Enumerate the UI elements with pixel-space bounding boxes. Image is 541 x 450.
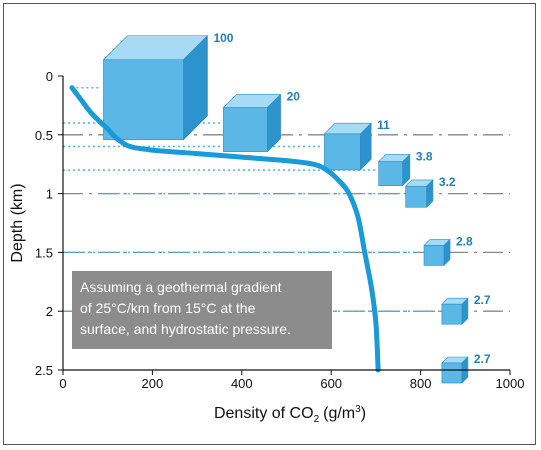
cube-label-0: 100 [213,31,233,45]
density-cube-4: 3.2 [404,175,456,208]
x-axis-title-main: Density of CO [214,405,314,422]
density-cube-7: 2.7 [441,352,491,384]
cube-label-2: 11 [377,118,390,132]
density-cube-0: 100 [102,31,234,141]
cube-front-1 [223,107,268,152]
cube-front-4 [405,185,427,208]
cube-layer: 100 20 11 3.8 3.2 2.8 2.7 2.7 [102,31,491,384]
density-cube-1: 20 [222,89,301,153]
cube-front-5 [423,245,445,266]
cube-label-6: 2.7 [474,293,491,307]
x-axis-title-close: ) [361,405,366,422]
x-axis-title: Density of CO2 (g/m3) [214,404,366,425]
y-tick-label-3: 1.5 [35,245,53,260]
x-tick-label-3: 600 [320,376,342,391]
density-cube-6: 2.7 [441,293,491,325]
annotation-line-3: surface, and hydrostatic pressure. [80,321,291,337]
cube-front-3 [378,161,403,186]
density-curve [69,85,381,373]
cube-front-7 [441,362,463,384]
x-ticks: 0 200 400 600 800 1000 [59,370,524,391]
cube-front-2 [324,133,361,171]
y-tick-label-1: 0.5 [35,128,53,143]
y-tick-label-5: 2.5 [35,363,53,378]
x-tick-label-2: 400 [231,376,253,391]
annotation-line-1: Assuming a geothermal gradient [80,279,282,295]
cube-front-0 [103,59,184,141]
cube-label-4: 3.2 [439,175,456,189]
cube-label-3: 3.8 [416,149,433,163]
x-tick-label-5: 1000 [496,376,525,391]
cube-label-1: 20 [287,89,301,103]
cube-front-6 [441,303,463,325]
density-cube-3: 3.8 [377,149,433,187]
cube-label-7: 2.7 [474,352,491,366]
figure-frame [3,3,536,445]
y-ticks: 0 0.5 1 1.5 2 2.5 [35,69,63,378]
annotation-line-2: of 25°C/km from 15°C at the [80,300,256,316]
x-axis-title-subscript: 2 [314,414,320,425]
x-tick-label-1: 200 [142,376,164,391]
x-tick-label-0: 0 [59,376,66,391]
x-axis-title-superscript: 3 [355,404,361,415]
y-tick-label-0: 0 [46,69,53,84]
y-axis-title: Depth (km) [9,183,26,262]
x-tick-label-4: 800 [410,376,432,391]
density-cube-5: 2.8 [423,234,473,267]
y-tick-label-2: 1 [46,187,53,202]
annotation-background [72,271,332,349]
x-axis-title-unit: (g/m [323,405,355,422]
annotation-box: Assuming a geothermal gradient of 25°C/k… [72,271,332,349]
density-cube-2: 11 [323,118,390,171]
cube-label-5: 2.8 [456,234,473,248]
y-tick-label-4: 2 [46,304,53,319]
